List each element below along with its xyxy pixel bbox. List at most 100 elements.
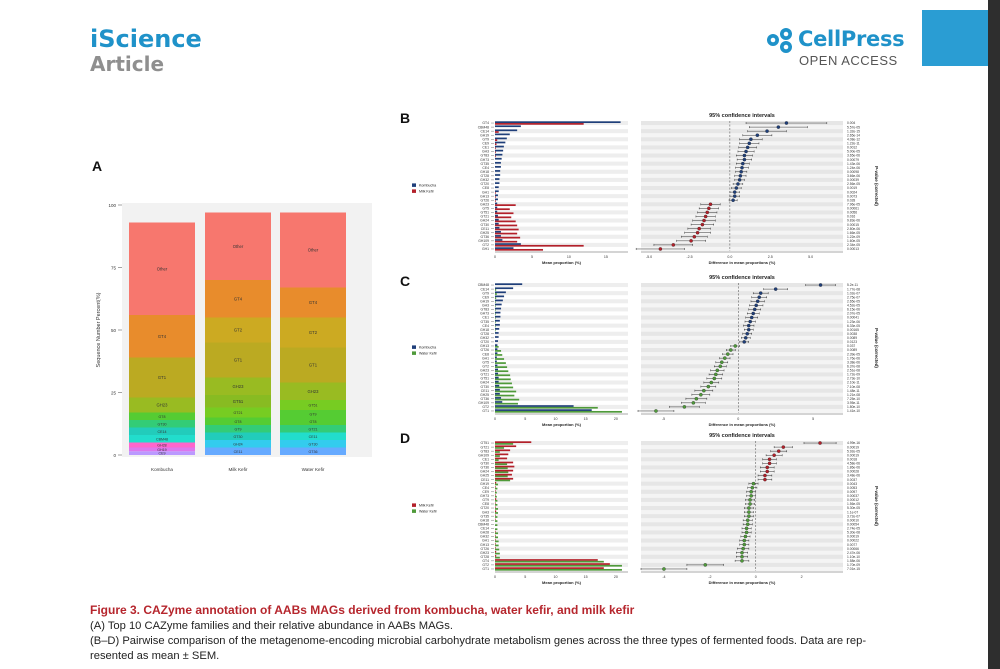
row-label: GT51: [481, 441, 490, 445]
row-stripe: [641, 522, 843, 527]
bar-segment: [205, 317, 271, 343]
open-access-label: OPEN ACCESS: [799, 53, 898, 68]
right-x-tick-label: -5: [662, 417, 665, 421]
right-x-tick-label: 0: [755, 575, 757, 579]
row-label: CE14: [481, 287, 490, 291]
p-value: 0.00019: [847, 453, 859, 457]
row-stripe: [495, 441, 628, 446]
segment-label: GT1: [234, 358, 243, 363]
segment-label: GT2: [309, 330, 318, 335]
difference-point: [744, 530, 749, 535]
bar-group2: [495, 512, 499, 514]
journal-name[interactable]: iScience: [90, 25, 202, 53]
bar-group1: [495, 336, 499, 338]
difference-point: [731, 198, 735, 202]
row-stripe: [641, 218, 843, 223]
bar-group1: [495, 129, 518, 132]
row-label: CBM48: [478, 125, 489, 129]
bar-group2: [495, 536, 499, 539]
bar-group2: [495, 499, 498, 502]
bar-group2: [495, 240, 518, 243]
p-value: 1.22e-09: [847, 235, 860, 239]
bar-group1: [495, 190, 499, 193]
panel-label-a: A: [92, 158, 103, 174]
row-stripe: [495, 506, 628, 511]
cellpress-logo-icon[interactable]: [766, 26, 906, 72]
difference-point: [729, 348, 733, 352]
row-label: GT83: [481, 449, 490, 453]
p-value: 3.72e-07: [847, 514, 860, 518]
left-x-tick-label: 10: [553, 417, 557, 421]
bar-group1: [495, 510, 497, 513]
row-stripe: [641, 514, 843, 519]
row-label: CBM48: [478, 522, 489, 526]
bar-group1: [495, 287, 514, 290]
left-x-tick-label: 5: [531, 255, 533, 259]
difference-point: [703, 214, 708, 219]
segment-label: GT21: [234, 411, 243, 415]
difference-point: [695, 230, 700, 235]
bar-group1: [495, 340, 499, 342]
difference-point: [720, 360, 724, 364]
p-value: 1.02e-07: [847, 291, 860, 295]
row-label: GH109: [478, 401, 489, 405]
p-value: 1.41e-10: [847, 409, 860, 413]
bar-group2: [495, 362, 506, 364]
bar-group1: [495, 348, 498, 351]
legend-swatch-group2: [412, 509, 416, 513]
row-label: CE8: [482, 502, 489, 506]
difference-point: [726, 352, 730, 356]
bar-group1: [495, 393, 500, 395]
bar-group1: [495, 486, 496, 488]
bar-group2: [495, 212, 514, 215]
row-label: GH13: [480, 543, 489, 547]
bar-group2: [495, 289, 497, 291]
bar-group1: [495, 368, 499, 371]
row-stripe: [495, 186, 628, 191]
row-label: CE1: [482, 457, 489, 461]
bar-group2: [495, 321, 496, 324]
row-label: GT30: [481, 223, 490, 227]
p-value: 1.22e-11: [847, 142, 860, 146]
segment-label: GH23: [157, 403, 169, 408]
row-stripe: [641, 186, 843, 191]
row-stripe: [495, 530, 628, 535]
bar-group1: [495, 445, 517, 448]
bar-group2: [495, 508, 499, 510]
p-value: 0.0043: [847, 482, 857, 486]
bar-group2: [495, 216, 512, 219]
row-label: GH13: [480, 194, 489, 198]
bar-group1: [495, 498, 497, 500]
bar-group1: [495, 360, 497, 363]
row-label: GT26: [481, 348, 490, 352]
row-stripe: [641, 356, 843, 361]
row-stripe: [641, 194, 843, 199]
bar-group2: [495, 479, 511, 482]
row-label: GH32: [480, 535, 489, 539]
difference-point: [772, 453, 776, 457]
bar-segment: [129, 420, 195, 428]
segment-label: GT4: [234, 296, 243, 301]
row-label: GT20: [481, 340, 490, 344]
difference-point: [752, 307, 757, 312]
bar-group2: [495, 483, 499, 486]
row-label: GH25: [480, 474, 489, 478]
p-value: 0.0012: [847, 146, 857, 150]
row-stripe: [495, 554, 628, 559]
difference-point: [691, 401, 696, 405]
difference-point: [742, 538, 747, 543]
right-x-tick-label: 2: [801, 575, 803, 579]
difference-point: [746, 323, 751, 328]
publisher-name[interactable]: CellPress: [798, 27, 905, 51]
bar-group2: [495, 455, 500, 457]
bar-group2: [495, 402, 518, 405]
bar-group1: [495, 235, 501, 237]
bar-group2: [495, 443, 514, 445]
row-stripe: [641, 497, 843, 502]
bar-segment: [280, 432, 346, 440]
p-value: 5.30e-08: [847, 531, 860, 535]
difference-point: [689, 239, 693, 243]
row-label: GT9: [482, 137, 489, 141]
row-label: GH109: [478, 453, 489, 457]
bar-segment: [129, 222, 195, 315]
